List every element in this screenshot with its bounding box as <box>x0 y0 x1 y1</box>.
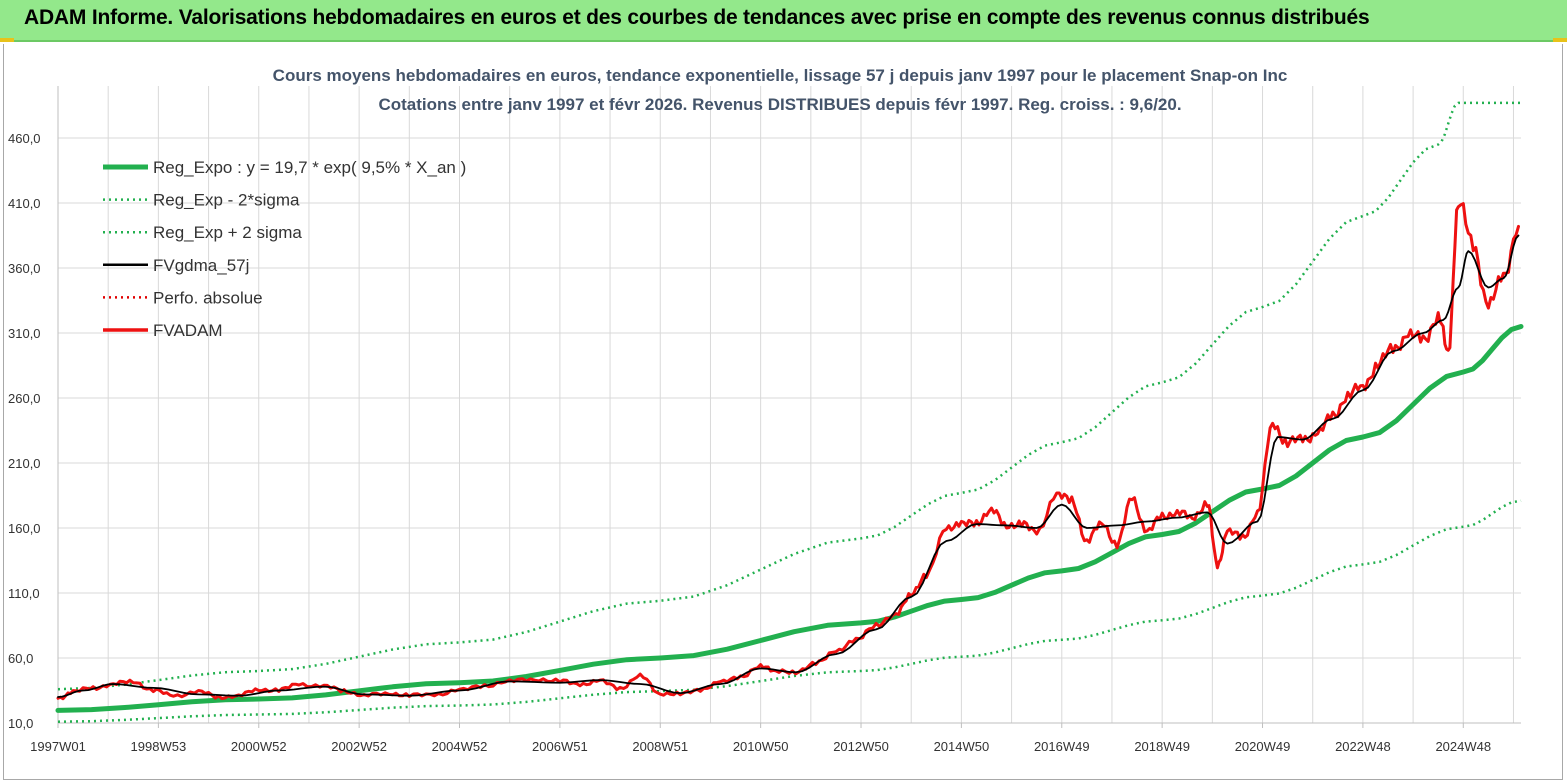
chart-title-line-2: Cotations entre janv 1997 et févr 2026. … <box>378 95 1181 114</box>
corner-mark-left <box>0 38 14 42</box>
legend-label: FVADAM <box>153 321 223 340</box>
y-tick-label: 310,0 <box>8 326 41 341</box>
x-tick-label: 2008W51 <box>632 739 688 754</box>
x-tick-label: 2014W50 <box>934 739 990 754</box>
y-tick-label: 410,0 <box>8 196 41 211</box>
x-tick-label: 2022W48 <box>1335 739 1391 754</box>
y-tick-label: 60,0 <box>8 651 33 666</box>
legend-label: FVgdma_57j <box>153 256 249 275</box>
y-tick-label: 460,0 <box>8 131 41 146</box>
frame-left <box>3 44 4 780</box>
page-title: ADAM Informe. Valorisations hebdomadaire… <box>24 6 1370 29</box>
grid <box>58 86 1521 724</box>
y-tick-label: 360,0 <box>8 261 41 276</box>
x-tick-label: 2004W52 <box>432 739 488 754</box>
y-tick-label: 110,0 <box>8 586 40 601</box>
y-tick-label: 210,0 <box>8 456 41 471</box>
legend-label: Reg_Expo : y = 19,7 * exp( 9,5% * X_an ) <box>153 158 466 177</box>
series <box>55 101 1524 723</box>
y-tick-label: 160,0 <box>8 521 41 536</box>
x-tick-label: 2002W52 <box>331 739 387 754</box>
header-bar: ADAM Informe. Valorisations hebdomadaire… <box>0 0 1567 42</box>
chart-title-line-1: Cours moyens hebdomadaires en euros, ten… <box>273 66 1288 85</box>
x-tick-label: 1998W53 <box>131 739 187 754</box>
frame-bottom <box>3 779 1563 780</box>
series-reg-exp-2-sigma <box>57 499 1522 723</box>
y-tick-label: 10,0 <box>8 716 33 731</box>
axes: 10,0 60,0 110,0 160,0 210,0 260,0 310,0 360,0 41… <box>8 86 1521 754</box>
x-tick-label: 2016W49 <box>1034 739 1090 754</box>
legend-label: Reg_Exp + 2 sigma <box>153 223 302 242</box>
corner-mark-right <box>1553 38 1567 42</box>
x-tick-label: 2018W49 <box>1134 739 1190 754</box>
x-tick-label: 2010W50 <box>733 739 789 754</box>
x-tick-label: 2000W52 <box>231 739 287 754</box>
frame-right <box>1562 44 1563 780</box>
legend: Reg_Expo : y = 19,7 * exp( 9,5% * X_an )… <box>103 158 466 340</box>
series-reg-expo <box>55 324 1524 713</box>
series-reg-exp-2-sigma <box>57 101 1521 691</box>
series-fvgdma-57j <box>57 234 1520 698</box>
x-tick-label: 2006W51 <box>532 739 588 754</box>
legend-label: Reg_Exp - 2*sigma <box>153 191 300 210</box>
legend-label: Perfo. absolue <box>153 288 263 307</box>
y-tick-label: 260,0 <box>8 391 41 406</box>
x-tick-label: 2024W48 <box>1435 739 1491 754</box>
x-tick-label: 1997W01 <box>30 739 86 754</box>
x-tick-label: 2012W50 <box>833 739 889 754</box>
x-tick-label: 2020W49 <box>1235 739 1291 754</box>
